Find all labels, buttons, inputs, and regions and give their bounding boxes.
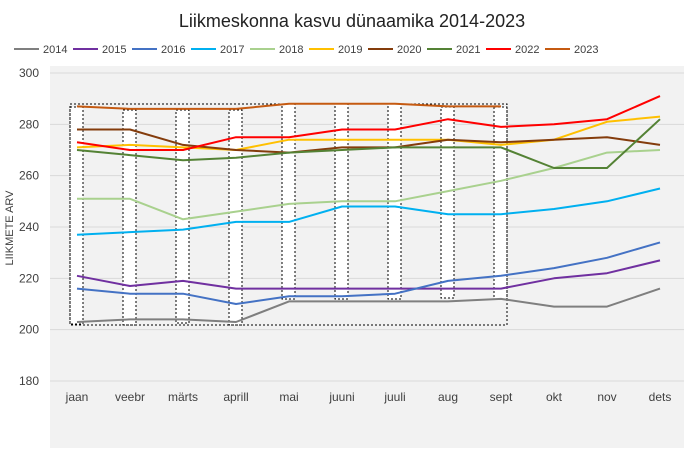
y-tick-label: 280	[19, 117, 39, 131]
series-line-2017	[76, 187, 661, 236]
series-line-2022	[76, 95, 661, 151]
y-tick-label: 200	[19, 323, 39, 337]
series-line-2019	[76, 115, 661, 151]
x-tick-label: veebr	[115, 390, 145, 404]
x-tick-label: mai	[279, 390, 298, 404]
legend: 2014 2015 2016 2017 2018 2019 2020 2021 2022 2023	[14, 44, 598, 56]
highlight-box	[493, 106, 508, 300]
series-line-2020	[77, 128, 661, 154]
legend-label: 2021	[456, 44, 480, 56]
y-tick-label: 300	[19, 66, 39, 80]
legend-label: 2014	[43, 44, 67, 56]
series-line-2018	[77, 149, 661, 221]
x-tick-label: aug	[438, 390, 458, 404]
highlight-box	[228, 109, 243, 326]
x-tick-label: nov	[597, 390, 616, 404]
highlight-box	[440, 106, 455, 299]
x-axis-ticks: jaan veebr märts aprill mai juuni juuli aug sept…	[65, 390, 672, 404]
series-line-2016	[76, 241, 661, 305]
x-tick-label: okt	[546, 390, 563, 404]
plot-area	[50, 66, 684, 448]
x-tick-label: märts	[168, 390, 198, 404]
y-tick-label: 180	[19, 374, 39, 388]
x-tick-label: juuni	[328, 390, 354, 404]
series-line-2014	[76, 287, 661, 323]
x-tick-label: aprill	[223, 390, 248, 404]
x-tick-label: juuli	[383, 390, 405, 404]
x-tick-label: jaan	[65, 390, 89, 404]
legend-label: 2022	[515, 44, 539, 56]
y-axis-label: LIIKMETE ARV	[4, 190, 16, 266]
x-tick-label: dets	[649, 390, 672, 404]
legend-label: 2017	[220, 44, 244, 56]
y-tick-label: 240	[19, 220, 39, 234]
highlight-box	[281, 103, 296, 300]
legend-label: 2019	[338, 44, 362, 56]
legend-label: 2016	[161, 44, 185, 56]
highlight-box	[69, 106, 84, 325]
highlight-frame	[69, 103, 508, 326]
highlight-boxes	[69, 103, 508, 326]
legend-label: 2023	[574, 44, 598, 56]
series-line-2021	[76, 118, 661, 169]
legend-label: 2020	[397, 44, 421, 56]
y-tick-label: 260	[19, 169, 39, 183]
legend-label: 2018	[279, 44, 303, 56]
highlight-box	[122, 109, 137, 326]
series-line-2023	[76, 102, 501, 110]
legend-label: 2015	[102, 44, 126, 56]
y-axis-ticks: 180 200 220 240 260 280 300	[19, 66, 39, 388]
series-line-2015	[76, 259, 661, 290]
y-tick-label: 220	[19, 271, 39, 285]
chart-title: Liikmeskonna kasvu dünaamika 2014-2023	[179, 11, 525, 31]
gridlines	[50, 72, 684, 382]
x-tick-label: sept	[490, 390, 513, 404]
series-lines	[76, 95, 661, 323]
